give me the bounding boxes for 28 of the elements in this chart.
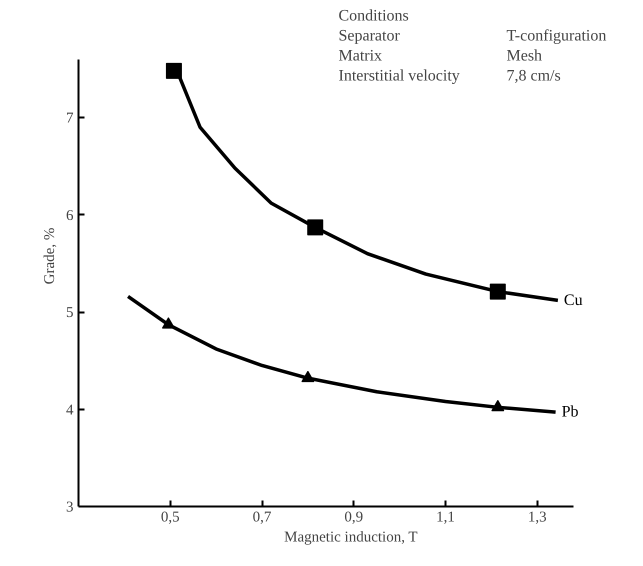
point bbox=[301, 370, 314, 382]
annotation: Interstitial velocity bbox=[338, 68, 460, 84]
y-tick-label: 6 bbox=[66, 208, 74, 224]
x-axis-title: Magnetic induction, T bbox=[284, 530, 418, 546]
y-tick-label: 3 bbox=[66, 500, 74, 516]
annotation: Mesh bbox=[506, 48, 542, 64]
x-tick-label: 1,3 bbox=[528, 510, 547, 526]
annotation: 7,8 cm/s bbox=[506, 68, 561, 84]
series-label: Pb bbox=[562, 404, 579, 421]
point bbox=[162, 317, 175, 329]
x-tick-label: 0,5 bbox=[160, 510, 180, 526]
point bbox=[490, 284, 506, 300]
point bbox=[307, 219, 324, 236]
annotation: Matrix bbox=[338, 48, 382, 64]
series-label: Cu bbox=[564, 292, 583, 309]
text: T-configuration bbox=[506, 28, 606, 44]
line-series bbox=[126, 294, 558, 414]
x-tick-label: 0,7 bbox=[252, 510, 272, 526]
y-tick-label: 7 bbox=[66, 110, 74, 127]
text: Conditions bbox=[338, 8, 409, 24]
x-tick-label: 0,9 bbox=[344, 510, 364, 526]
point bbox=[166, 62, 182, 79]
point bbox=[491, 400, 504, 412]
y-axis-title: Grade, % bbox=[42, 228, 58, 284]
y-tick-label: 4 bbox=[66, 402, 74, 418]
y-tick-label: 5 bbox=[66, 305, 74, 322]
text: Separator bbox=[338, 28, 400, 44]
x-tick-label: 1,1 bbox=[436, 510, 455, 526]
